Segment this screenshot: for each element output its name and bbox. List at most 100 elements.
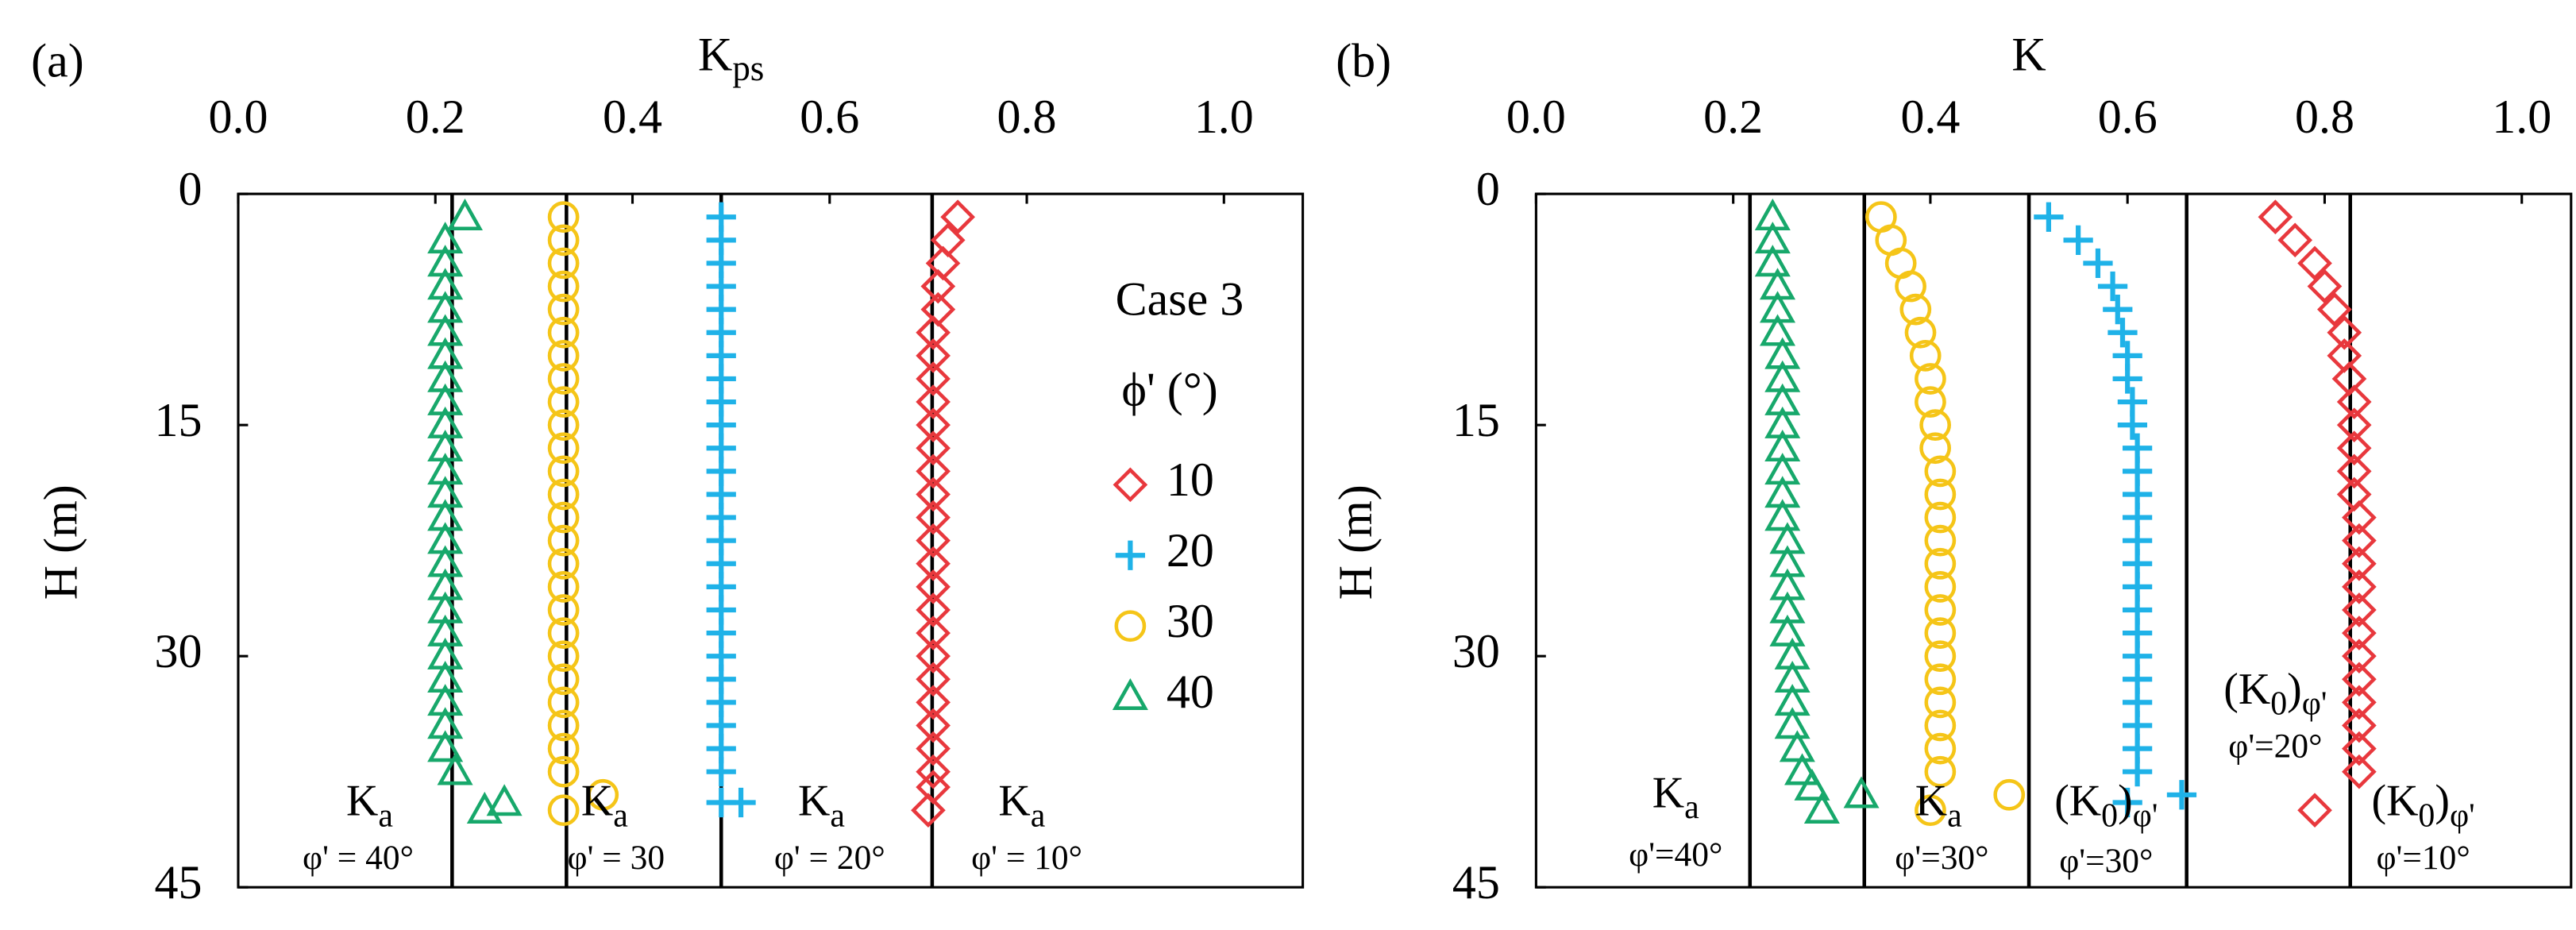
legend-item: 20 (1115, 524, 1214, 577)
marker (911, 793, 946, 828)
marker (1904, 316, 1937, 349)
marker (2112, 364, 2142, 394)
marker (547, 617, 580, 649)
marker (916, 569, 951, 604)
marker (2342, 685, 2377, 720)
series (2258, 199, 2377, 828)
marker (547, 363, 580, 395)
annotation-condition: φ' = 30 (568, 839, 665, 877)
marker (916, 430, 951, 466)
marker (1899, 293, 1932, 326)
series (427, 198, 523, 824)
marker (2097, 271, 2128, 302)
marker (547, 547, 580, 580)
series (2034, 202, 2197, 818)
x-tick-label: 0.2 (406, 91, 465, 143)
marker (1803, 791, 1840, 824)
panel: (b) 0.0 0.2 0.4 0.6 0.8 1.0 0 15 30 45 K H (m) Ka φ'=4… (1329, 28, 2573, 909)
marker (1794, 768, 1830, 801)
marker (547, 478, 580, 511)
annotation-part: K (1652, 768, 1684, 817)
annotation-part: a (1031, 797, 1046, 834)
legend-marker (1114, 610, 1147, 643)
marker (916, 523, 951, 558)
marker (547, 432, 580, 465)
marker (1843, 776, 1880, 808)
annotation-part: K (1915, 777, 1947, 826)
plot-frame (237, 192, 1305, 889)
legend-label: 10 (1167, 453, 1214, 506)
y-axis-title: H (m) (35, 484, 87, 600)
marker (940, 199, 975, 235)
annotation: Ka (346, 777, 393, 834)
marker (547, 524, 580, 557)
marker (2342, 592, 2377, 627)
marker (1915, 794, 1946, 827)
marker (2336, 384, 2372, 419)
marker (2297, 793, 2332, 828)
x-tick-label: 0.4 (603, 91, 662, 143)
marker (1919, 432, 1951, 465)
annotation: (K0)φ' (2371, 777, 2474, 834)
series (1754, 198, 1880, 824)
marker (1769, 614, 1806, 646)
annotation-part: 0 (2270, 685, 2287, 722)
marker (1924, 640, 1957, 673)
y-tick-label: 45 (154, 856, 202, 909)
marker (1924, 709, 1957, 742)
annotation: Ka (998, 777, 1045, 834)
annotation-condition: φ'=20° (2228, 727, 2322, 765)
series (1865, 201, 2026, 827)
marker (2117, 410, 2148, 440)
y-tick-label: 45 (1452, 856, 1500, 909)
marker (446, 198, 484, 230)
marker (2342, 639, 2377, 674)
marker (916, 615, 951, 650)
legend-marker (1112, 677, 1148, 710)
marker (916, 315, 951, 350)
legend-marker (1115, 540, 1146, 570)
legend-marker (1113, 467, 1148, 503)
marker (2166, 780, 2197, 810)
annotation-part: a (830, 797, 845, 834)
x-tick-label: 0.0 (1506, 91, 1566, 143)
marker (547, 640, 580, 673)
marker (547, 316, 580, 349)
marker (547, 247, 580, 280)
legend-item: 30 (1114, 595, 1214, 647)
marker (1993, 778, 2026, 811)
marker (726, 787, 756, 818)
x-tick-label: 0.6 (800, 91, 859, 143)
marker (2317, 291, 2352, 327)
x-axis-title: Kps (698, 28, 764, 88)
legend-label: 40 (1167, 666, 1214, 718)
marker (547, 501, 580, 534)
x-tick-label: 0.4 (1900, 91, 1960, 143)
marker (547, 709, 580, 742)
annotation-part: φ' (2450, 797, 2475, 834)
legend-subtitle: ϕ' (°) (1121, 363, 1217, 415)
annotation-part: φ' (2133, 797, 2158, 834)
y-tick-label: 0 (1476, 163, 1500, 215)
marker (1919, 409, 1951, 442)
marker (547, 794, 580, 827)
marker (547, 755, 580, 788)
marker (916, 361, 951, 396)
annotation-condition: φ'=30° (1895, 839, 1988, 877)
marker (1774, 707, 1811, 739)
marker (916, 477, 951, 512)
marker (2258, 199, 2293, 235)
marker (547, 293, 580, 326)
marker (1924, 501, 1957, 534)
x-tick-label: 0.8 (997, 91, 1057, 143)
marker (547, 386, 580, 418)
marker (2336, 407, 2372, 442)
marker (1924, 732, 1957, 765)
marker (916, 384, 951, 419)
annotation-condition: φ' = 10° (971, 839, 1082, 877)
marker (2336, 430, 2372, 466)
annotation-part: 0 (2101, 797, 2118, 834)
marker (1924, 755, 1957, 788)
